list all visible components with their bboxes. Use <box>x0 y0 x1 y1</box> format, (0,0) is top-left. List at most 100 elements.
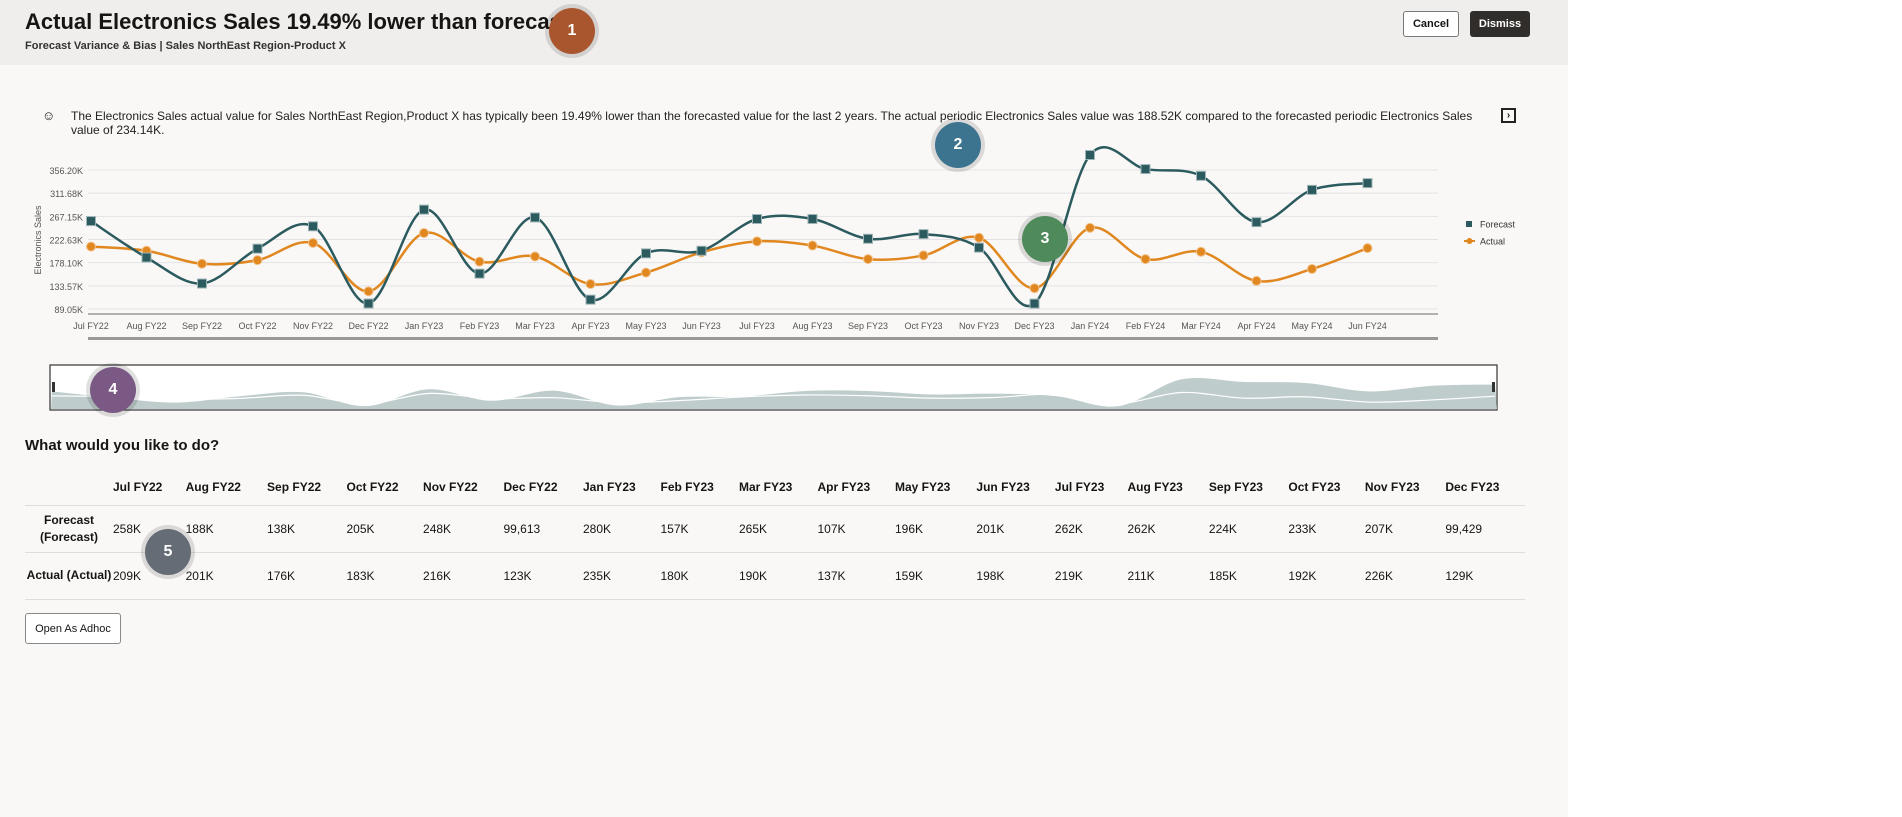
table-cell: 205K <box>346 504 424 552</box>
data-point-forecast <box>197 278 207 289</box>
data-point-forecast <box>974 242 984 253</box>
data-point-actual <box>585 279 596 290</box>
series-line-actual <box>90 226 1368 293</box>
table-cell: 280K <box>582 504 661 552</box>
data-point-actual <box>1029 283 1040 294</box>
y-tick-label: 311.68K <box>50 189 83 199</box>
data-point-actual <box>863 254 873 265</box>
x-tick-label: Sep FY22 <box>182 321 222 331</box>
row-label: Actual (Actual) <box>25 551 113 600</box>
x-tick-label: May FY23 <box>625 321 666 331</box>
annotation-badge: 2 <box>935 122 981 168</box>
column-header: Sep FY22 <box>267 480 322 495</box>
table-cell: 192K <box>1288 551 1365 600</box>
column-header: Jul FY23 <box>1054 480 1105 495</box>
data-point-forecast <box>141 252 152 263</box>
data-point-actual <box>86 241 96 252</box>
x-tick-label: Feb FY24 <box>1126 321 1166 331</box>
page-subtitle: Forecast Variance & Bias | Sales NorthEa… <box>25 40 346 52</box>
annotation-badge: 1 <box>549 8 595 54</box>
cancel-button[interactable]: Cancel <box>1403 11 1459 37</box>
data-point-actual <box>474 256 485 267</box>
data-point-forecast <box>1362 178 1373 189</box>
x-tick-label: Jan FY24 <box>1071 321 1110 331</box>
y-tick-label: 89.05K <box>54 305 83 315</box>
table-cell: 129K <box>1445 551 1525 600</box>
data-point-forecast <box>1029 298 1040 309</box>
page-title: Actual Electronics Sales 19.49% lower th… <box>25 9 570 34</box>
table-cell: 207K <box>1364 504 1446 552</box>
panel-expand-icon[interactable]: › <box>1501 108 1516 123</box>
x-tick-label: May FY24 <box>1291 321 1332 331</box>
overview-handle-left[interactable] <box>52 382 55 392</box>
table-cell: 185K <box>1208 551 1289 600</box>
column-header: Aug FY22 <box>185 480 241 495</box>
table-cell: 107K <box>817 504 895 552</box>
x-tick-label: Aug FY22 <box>126 321 166 331</box>
data-point-actual <box>197 258 207 269</box>
data-point-actual <box>641 267 651 278</box>
table-cell: 198K <box>976 551 1055 600</box>
column-header: Nov FY22 <box>423 480 478 495</box>
y-tick-label: 133.57K <box>49 282 83 292</box>
x-tick-label: Jul FY23 <box>739 321 775 331</box>
legend-label: Forecast <box>1480 220 1516 230</box>
table-cell: 235K <box>582 551 661 600</box>
header: Actual Electronics Sales 19.49% lower th… <box>0 0 1568 65</box>
data-point-forecast <box>1307 184 1317 195</box>
table-cell: 196K <box>894 504 977 552</box>
data-point-forecast <box>863 233 873 244</box>
table-cell: 159K <box>894 551 977 600</box>
data-point-forecast <box>696 245 707 256</box>
data-point-actual <box>752 236 762 247</box>
legend-marker-actual <box>1466 238 1473 244</box>
data-point-actual <box>1251 275 1262 286</box>
table-cell: 265K <box>738 504 818 552</box>
data-point-actual <box>1196 246 1206 257</box>
x-tick-label: Sep FY23 <box>848 321 888 331</box>
table-cell: 226K <box>1364 551 1446 600</box>
data-point-actual <box>252 255 263 266</box>
data-point-actual <box>308 237 318 248</box>
annotation-badge: 3 <box>1022 216 1068 262</box>
overview-handle-right[interactable] <box>1492 382 1495 392</box>
right-margin <box>1568 0 1902 817</box>
data-point-forecast <box>807 214 818 225</box>
column-header: Aug FY23 <box>1127 480 1183 495</box>
insight-text: The Electronics Sales actual value for S… <box>71 109 1473 137</box>
x-tick-label: Apr FY23 <box>571 321 609 331</box>
y-tick-label: 356.20K <box>49 166 83 176</box>
table-header-row: Jul FY22 Aug FY22 Sep FY22 Oct FY22 Nov FY22… <box>25 470 1525 505</box>
legend-marker-forecast <box>1466 221 1472 227</box>
data-point-actual <box>363 286 374 297</box>
data-point-forecast <box>363 298 374 309</box>
dismiss-button[interactable]: Dismiss <box>1470 11 1530 37</box>
table-cell: 188K <box>185 504 268 552</box>
x-tick-label: Mar FY23 <box>515 321 555 331</box>
column-header: Dec FY22 <box>503 480 558 495</box>
x-tick-label: Jun FY24 <box>1348 321 1387 331</box>
legend-label: Actual <box>1480 237 1505 247</box>
table-cell: 224K <box>1208 504 1289 552</box>
open-as-adhoc-button[interactable]: Open As Adhoc <box>25 613 121 644</box>
column-header: Apr FY23 <box>817 480 871 495</box>
column-header: Sep FY23 <box>1208 480 1263 495</box>
annotation-badge: 4 <box>90 367 136 413</box>
overview-line <box>51 391 1496 405</box>
data-point-actual <box>1307 263 1317 274</box>
x-tick-label: Jan FY23 <box>405 321 444 331</box>
table-cell: 262K <box>1127 504 1209 552</box>
table-cell: 211K <box>1127 551 1209 600</box>
data-point-actual <box>419 228 429 239</box>
column-header: May FY23 <box>894 480 951 495</box>
chart-scrollbar[interactable] <box>88 337 1438 340</box>
x-tick-label: Dec FY23 <box>1014 321 1054 331</box>
data-point-actual <box>1362 243 1373 254</box>
table-cell: 190K <box>738 551 818 600</box>
section-title: What would you like to do? <box>25 437 220 454</box>
series-line-forecast <box>90 146 1368 308</box>
x-tick-label: Oct FY22 <box>238 321 276 331</box>
column-header: Jun FY23 <box>976 480 1030 495</box>
table-cell: 99,429 <box>1445 504 1525 552</box>
data-point-forecast <box>918 229 929 240</box>
